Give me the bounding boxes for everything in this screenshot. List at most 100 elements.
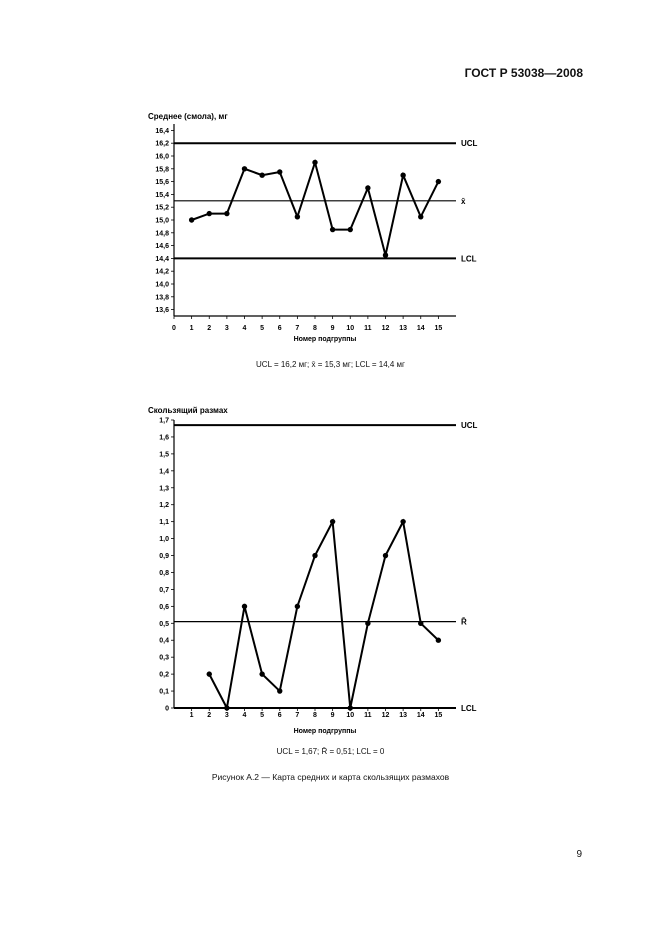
x-axis-label: Номер подгруппы — [294, 728, 357, 735]
data-point — [224, 210, 230, 217]
y-tick-label: 14,6 — [155, 243, 169, 250]
y-tick-label: 0,7 — [159, 587, 169, 594]
data-point — [329, 226, 336, 233]
x-tick-label: 4 — [243, 712, 247, 719]
x-tick-label: 8 — [313, 712, 317, 719]
x-tick-label: 6 — [278, 325, 282, 332]
x-tick-label: 15 — [434, 712, 442, 719]
data-point — [365, 185, 371, 191]
figure-caption: Рисунок А.2 — Карта средних и карта скол… — [211, 772, 450, 782]
data-point — [312, 552, 318, 559]
reference-label: LCL — [461, 254, 477, 263]
x-tick-label: 6 — [278, 712, 282, 719]
data-point — [277, 688, 283, 694]
data-point — [400, 518, 406, 525]
y-tick-label: 1,2 — [159, 502, 169, 509]
y-tick-label: 1,5 — [159, 451, 169, 458]
reference-label: LCL — [461, 704, 477, 713]
data-point — [188, 217, 195, 223]
y-tick-label: 1,1 — [159, 519, 169, 526]
x-tick-label: 14 — [417, 325, 425, 332]
data-point — [418, 214, 424, 220]
x-tick-label: 11 — [364, 325, 372, 332]
x-tick-label: 14 — [417, 712, 425, 719]
y-tick-label: 16,4 — [155, 128, 169, 135]
x-tick-label: 2 — [207, 712, 211, 719]
x-tick-label: 5 — [260, 712, 264, 719]
data-point — [277, 169, 283, 175]
data-point — [400, 172, 406, 178]
x-tick-label: 7 — [295, 712, 299, 719]
x-tick-label: 9 — [331, 325, 335, 332]
reference-label: UCL — [461, 139, 478, 148]
data-point — [294, 214, 301, 220]
data-point — [312, 159, 318, 166]
data-point — [382, 252, 389, 258]
data-point — [259, 671, 265, 677]
data-point — [294, 603, 301, 610]
y-tick-label: 1,6 — [159, 434, 169, 441]
data-point — [435, 178, 442, 185]
range-chart-caption: UCL = 1,67; R̄ = 0,51; LCL = 0 — [276, 747, 385, 756]
y-tick-label: 0,3 — [159, 655, 169, 662]
y-tick-label: 13,8 — [155, 294, 169, 301]
x-tick-label: 0 — [172, 325, 176, 332]
y-tick-label: 16,2 — [155, 141, 169, 148]
y-tick-label: 14,0 — [155, 282, 169, 289]
x-tick-label: 5 — [260, 325, 264, 332]
x-tick-label: 3 — [225, 712, 229, 719]
data-point — [365, 620, 371, 626]
data-point — [259, 172, 265, 178]
x-tick-label: 15 — [434, 325, 442, 332]
y-tick-label: 15,2 — [155, 205, 169, 212]
y-tick-label: 1,3 — [159, 485, 169, 492]
x-tick-label: 8 — [313, 325, 317, 332]
y-tick-label: 0,5 — [159, 621, 169, 628]
y-tick-label: 0,8 — [159, 570, 169, 577]
y-tick-label: 13,6 — [155, 307, 169, 314]
reference-label: x̄ — [461, 197, 466, 206]
x-axis-label: Номер подгруппы — [294, 336, 357, 343]
y-tick-label: 0,2 — [159, 672, 169, 679]
chart-title: Среднее (смола), мг — [148, 112, 228, 121]
x-tick-label: 1 — [190, 712, 194, 719]
y-tick-label: 0 — [165, 706, 169, 713]
y-tick-label: 16,0 — [155, 154, 169, 161]
y-tick-label: 1,0 — [159, 536, 169, 543]
x-tick-label: 10 — [346, 712, 354, 719]
data-point — [347, 705, 353, 711]
reference-label: R̄ — [461, 618, 467, 627]
data-point — [435, 637, 442, 643]
x-tick-label: 9 — [331, 712, 335, 719]
data-point — [329, 518, 336, 525]
x-tick-label: 12 — [382, 325, 390, 332]
x-tick-label: 11 — [364, 712, 372, 719]
x-tick-label: 13 — [399, 712, 407, 719]
data-point — [206, 210, 212, 217]
y-tick-label: 15,4 — [155, 192, 169, 199]
x-tick-label: 3 — [225, 325, 229, 332]
x-tick-label: 7 — [295, 325, 299, 332]
y-tick-label: 0,4 — [159, 638, 169, 645]
y-tick-label: 15,0 — [155, 218, 169, 225]
y-tick-label: 15,8 — [155, 166, 169, 173]
y-tick-label: 0,9 — [159, 553, 169, 560]
x-tick-label: 1 — [190, 325, 194, 332]
x-tick-label: 2 — [207, 325, 211, 332]
data-point — [224, 705, 230, 711]
chart-title: Скользящий размах — [148, 406, 228, 415]
y-tick-label: 14,2 — [155, 269, 169, 276]
y-tick-label: 0,6 — [159, 604, 169, 611]
mean-chart-caption: UCL = 16,2 мг; x̄ = 15,3 мг; LCL = 14,4 … — [256, 360, 405, 369]
data-point — [418, 620, 424, 626]
data-point — [241, 166, 248, 172]
series-line — [208, 518, 440, 712]
y-tick-label: 0,1 — [159, 689, 169, 696]
document-header: ГОСТ Р 53038—2008 — [464, 66, 583, 80]
y-tick-label: 15,6 — [155, 179, 169, 186]
x-tick-label: 4 — [243, 325, 247, 332]
y-tick-label: 1,7 — [159, 418, 169, 425]
y-tick-label: 14,4 — [155, 256, 169, 263]
y-tick-label: 14,8 — [155, 230, 169, 237]
